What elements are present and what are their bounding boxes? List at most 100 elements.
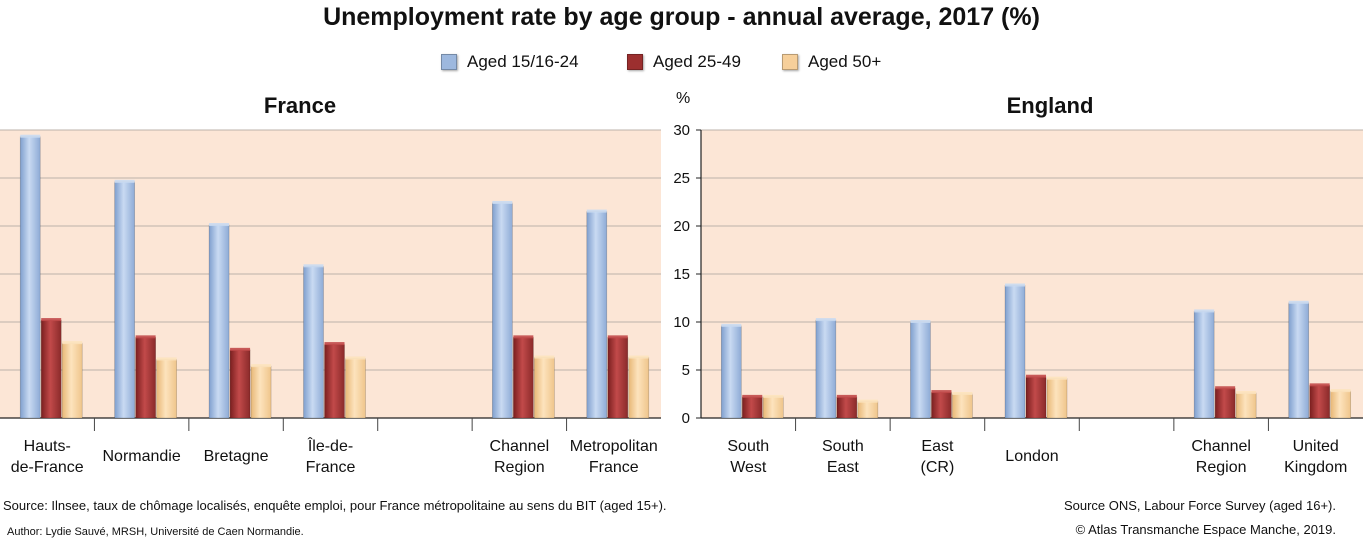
- england-bar-50-plus: [762, 396, 784, 419]
- england-bar-15-24: [1288, 302, 1310, 419]
- england-bar-cap: [763, 394, 784, 398]
- legend-swatch-50-plus: [782, 54, 798, 70]
- france-category-label: Normandie: [103, 448, 181, 465]
- france-category-label: Hauts-de-France: [11, 438, 84, 476]
- england-bar-cap: [815, 318, 836, 322]
- france-bar-25-49: [513, 337, 534, 419]
- england-category-label: United Kingdom: [1284, 438, 1347, 476]
- legend-item-25-49: Aged 25-49: [627, 52, 741, 72]
- england-bar-cap: [1047, 376, 1067, 380]
- france-category-label: Channel Region: [490, 438, 550, 476]
- england-bar-cap: [1005, 283, 1025, 287]
- france-bar-15-24: [492, 202, 513, 419]
- y-tick-label: 15: [673, 266, 690, 283]
- england-category-label: Channel Region: [1191, 438, 1251, 476]
- legend-swatch-25-49: [627, 54, 643, 70]
- england-bar-25-49: [1309, 385, 1331, 419]
- england-bar-cap: [1288, 300, 1309, 304]
- france-bar-cap: [534, 355, 555, 359]
- england-bar-15-24: [720, 325, 742, 419]
- copyright: © Atlas Transmanche Espace Manche, 2019.: [1075, 522, 1336, 537]
- england-bar-25-49: [741, 396, 763, 419]
- england-category-label: South East: [822, 438, 864, 476]
- england-bar-15-24: [1004, 285, 1026, 419]
- england-bar-25-49: [1025, 376, 1047, 419]
- england-bar-25-49: [1214, 387, 1236, 419]
- england-bar-50-plus: [1330, 390, 1352, 419]
- england-bar-cap: [1215, 386, 1236, 390]
- france-bar-25-49: [229, 349, 251, 419]
- france-category-label: Metropolitan France: [570, 438, 658, 476]
- france-bar-cap: [20, 134, 41, 138]
- author-credit: Author: Lydie Sauvé, MRSH, Université de…: [7, 526, 304, 538]
- legend-item-50-plus: Aged 50+: [782, 52, 881, 72]
- france-bar-cap: [345, 356, 366, 360]
- england-bar-50-plus: [857, 401, 879, 419]
- france-panel-title: France: [263, 93, 337, 118]
- france-bar-25-49: [607, 337, 629, 419]
- france-bar-15-24: [208, 224, 230, 419]
- england-bar-cap: [910, 320, 931, 323]
- france-bar-50-plus: [345, 358, 366, 419]
- france-bar-cap: [586, 209, 607, 213]
- england-bar-50-plus: [952, 393, 973, 419]
- france-bar-cap: [135, 335, 156, 339]
- y-tick-label: 20: [673, 218, 690, 235]
- france-bar-15-24: [586, 211, 608, 419]
- legend-label-50-plus: Aged 50+: [808, 52, 882, 71]
- england-bar-cap: [1330, 389, 1351, 393]
- france-bar-cap: [628, 355, 649, 359]
- england-bar-15-24: [910, 321, 931, 419]
- france-bar-cap: [230, 347, 251, 351]
- england-bar-cap: [742, 394, 763, 398]
- england-category-label: South West: [727, 438, 769, 476]
- source-england: Source ONS, Labour Force Survey (aged 16…: [1063, 498, 1336, 513]
- y-tick-label: 10: [673, 314, 690, 331]
- england-bar-cap: [857, 399, 878, 403]
- england-bar-cap: [931, 390, 952, 394]
- y-tick-label: 0: [682, 410, 690, 427]
- england-bar-25-49: [836, 396, 858, 419]
- france-bar-cap: [492, 200, 513, 204]
- england-bar-50-plus: [1046, 378, 1068, 419]
- england-bar-cap: [1236, 391, 1257, 395]
- england-category-label: East (CR): [921, 438, 955, 476]
- france-bar-15-24: [303, 266, 324, 419]
- france-bar-50-plus: [534, 357, 555, 419]
- france-bar-50-plus: [628, 357, 650, 419]
- england-bar-50-plus: [1235, 392, 1257, 419]
- france-bar-25-49: [135, 337, 156, 419]
- france-bar-cap: [114, 179, 135, 183]
- england-bar-cap: [952, 392, 973, 395]
- france-bar-cap: [209, 223, 230, 227]
- france-bar-50-plus: [61, 342, 83, 419]
- france-bar-cap: [156, 357, 177, 361]
- france-bar-cap: [513, 335, 534, 339]
- y-tick-label: 25: [673, 170, 690, 187]
- france-bar-cap: [607, 335, 628, 339]
- france-bar-25-49: [40, 319, 62, 419]
- france-bar-50-plus: [156, 359, 177, 419]
- france-bar-cap: [303, 264, 324, 268]
- england-bar-15-24: [1193, 311, 1215, 419]
- france-bar-15-24: [114, 181, 135, 419]
- france-bar-50-plus: [250, 365, 272, 419]
- france-category-label: Bretagne: [204, 448, 269, 465]
- england-bar-15-24: [815, 319, 837, 419]
- legend-label-15-24: Aged 15/16-24: [467, 52, 579, 71]
- france-bar-25-49: [324, 343, 345, 419]
- legend: Aged 15/16-24 Aged 25-49 Aged 50+: [0, 52, 1363, 78]
- france-bar-15-24: [19, 136, 41, 419]
- chart-title: Unemployment rate by age group - annual …: [323, 3, 1040, 31]
- y-tick-label: 30: [673, 122, 690, 139]
- france-bar-cap: [62, 341, 83, 345]
- legend-label-25-49: Aged 25-49: [653, 52, 741, 71]
- england-bar-cap: [836, 394, 857, 398]
- legend-item-15-24: Aged 15/16-24: [441, 52, 579, 72]
- legend-swatch-15-24: [441, 54, 457, 70]
- england-bar-cap: [721, 323, 742, 327]
- y-tick-label: 5: [682, 362, 690, 379]
- source-france: Source: Ilnsee, taux de chômage localisé…: [3, 498, 667, 513]
- france-bar-cap: [251, 364, 272, 368]
